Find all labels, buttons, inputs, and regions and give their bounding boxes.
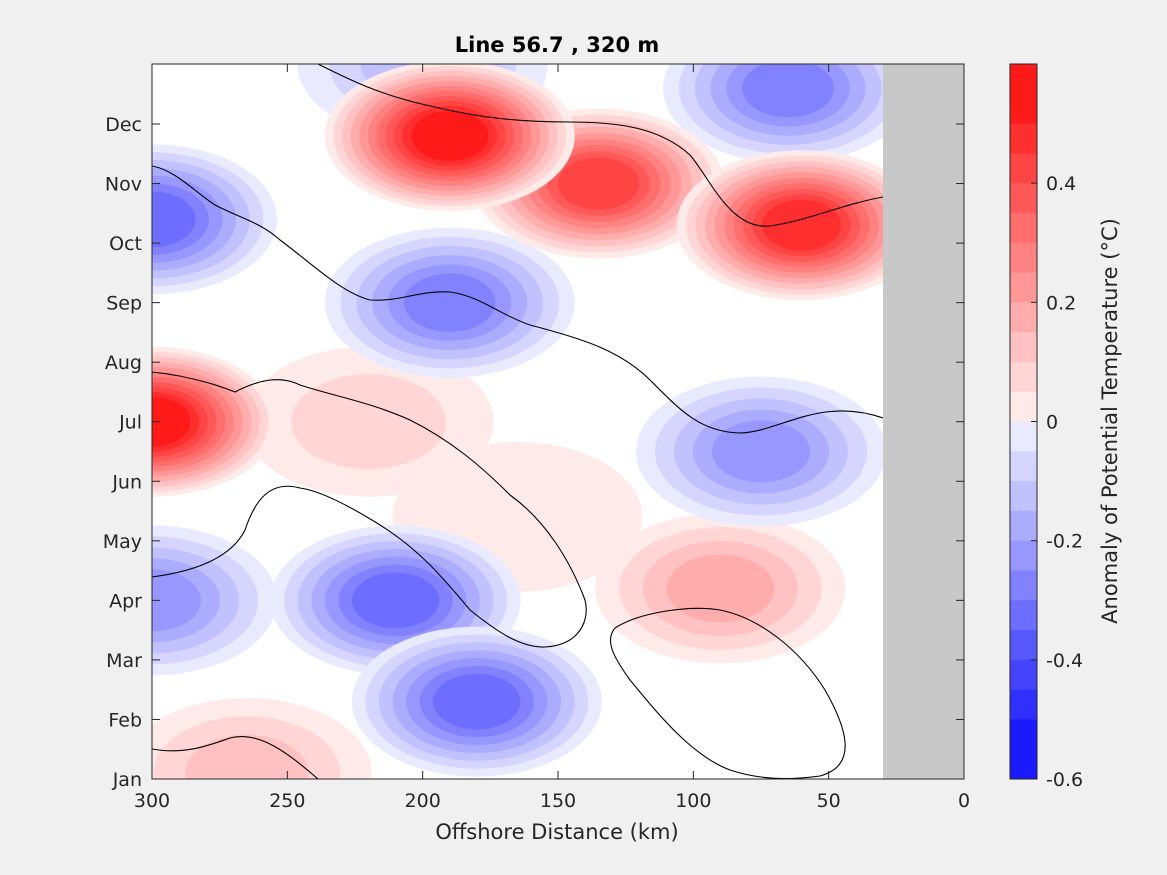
zero-contour-lines bbox=[152, 64, 883, 779]
colorbar-segment bbox=[1010, 212, 1037, 244]
contour-level bbox=[762, 199, 842, 251]
x-tick-label: 300 bbox=[134, 790, 170, 812]
colorbar-segment bbox=[1010, 361, 1037, 393]
colorbar-segment bbox=[1010, 123, 1037, 154]
no-data-region bbox=[883, 64, 964, 779]
contour-level bbox=[742, 64, 834, 118]
colorbar-segment bbox=[1010, 510, 1037, 542]
zero-contour-line bbox=[152, 736, 319, 779]
colorbar-segment bbox=[1010, 64, 1037, 95]
y-tick-label: May bbox=[103, 531, 142, 553]
y-tick-label: Nov bbox=[105, 174, 142, 196]
colorbar-segment bbox=[1010, 272, 1037, 303]
y-tick-label: Jan bbox=[112, 769, 142, 791]
contour-level bbox=[291, 374, 447, 470]
colorbar-segment bbox=[1010, 659, 1037, 691]
contour-level bbox=[352, 572, 440, 629]
colorbar-tick-label: -0.6 bbox=[1046, 769, 1083, 791]
contour-field bbox=[152, 64, 883, 779]
contour-level bbox=[558, 157, 640, 210]
colorbar-segment bbox=[1010, 302, 1037, 333]
colorbar-segment bbox=[1010, 570, 1037, 601]
colorbar-segment bbox=[1010, 630, 1037, 661]
colorbar-segment bbox=[1010, 183, 1037, 214]
colorbar-segment bbox=[1010, 719, 1037, 750]
contour-level bbox=[712, 420, 810, 483]
colorbar-tick-label: 0.2 bbox=[1046, 292, 1076, 314]
y-axis: Jan Feb Mar Apr May Jun Jul Aug Sep Oct Nov Dec bbox=[103, 114, 964, 791]
x-axis: 300 250 200 150 100 50 0 bbox=[134, 64, 970, 812]
x-tick-label: 250 bbox=[269, 790, 305, 812]
contour-level bbox=[152, 569, 201, 632]
contour-level bbox=[666, 554, 775, 623]
x-tick-label: 50 bbox=[817, 790, 841, 812]
chart-title: Line 56.7 , 320 m bbox=[455, 33, 660, 57]
x-axis-label: Offshore Distance (km) bbox=[435, 820, 678, 844]
y-tick-label: Mar bbox=[106, 650, 142, 672]
colorbar-label: Anomaly of Potential Temperature (°C) bbox=[1098, 218, 1122, 624]
y-tick-label: Jul bbox=[118, 412, 142, 434]
x-tick-label: 200 bbox=[405, 790, 441, 812]
y-tick-label: Feb bbox=[108, 709, 142, 731]
colorbar-segment bbox=[1010, 540, 1037, 571]
contour-level bbox=[433, 673, 521, 730]
x-tick-label: 100 bbox=[675, 790, 711, 812]
y-tick-label: Oct bbox=[109, 233, 142, 255]
contour-level bbox=[152, 191, 196, 248]
y-tick-label: Aug bbox=[105, 352, 142, 374]
zero-contour-line bbox=[152, 165, 883, 434]
colorbar-segment bbox=[1010, 93, 1037, 125]
y-tick-label: Apr bbox=[109, 590, 142, 612]
colorbar-segment bbox=[1010, 689, 1037, 720]
colorbar-tick-label: 0.4 bbox=[1046, 173, 1076, 195]
zero-contour-line bbox=[610, 607, 846, 779]
colorbar-segment bbox=[1010, 451, 1037, 482]
colorbar-segment bbox=[1010, 749, 1037, 780]
contour-level bbox=[411, 110, 489, 161]
zero-contour-line bbox=[317, 64, 883, 227]
zero-contour-line bbox=[152, 371, 587, 648]
contour-level bbox=[152, 396, 191, 447]
x-tick-label: 150 bbox=[540, 790, 576, 812]
colorbar-segment bbox=[1010, 153, 1037, 184]
colorbar-segment bbox=[1010, 332, 1037, 363]
contour-level bbox=[403, 273, 496, 332]
colorbar-segment bbox=[1010, 600, 1037, 631]
contour-level bbox=[185, 734, 309, 779]
y-tick-label: Jun bbox=[111, 471, 142, 493]
colorbar-segment bbox=[1010, 421, 1037, 452]
y-tick-label: Sep bbox=[106, 293, 142, 315]
colorbar-segment bbox=[1010, 391, 1037, 422]
y-tick-label: Dec bbox=[105, 114, 142, 136]
colorbar-tick-label: 0 bbox=[1046, 412, 1058, 434]
colorbar-segment bbox=[1010, 242, 1037, 274]
colorbar: -0.6 -0.4 -0.2 0 0.2 0.4 bbox=[1009, 63, 1083, 791]
colorbar-segment bbox=[1010, 481, 1037, 512]
x-tick-label: 0 bbox=[958, 790, 970, 812]
colorbar-tick-label: -0.4 bbox=[1046, 650, 1083, 672]
colorbar-tick-label: -0.2 bbox=[1046, 531, 1083, 553]
